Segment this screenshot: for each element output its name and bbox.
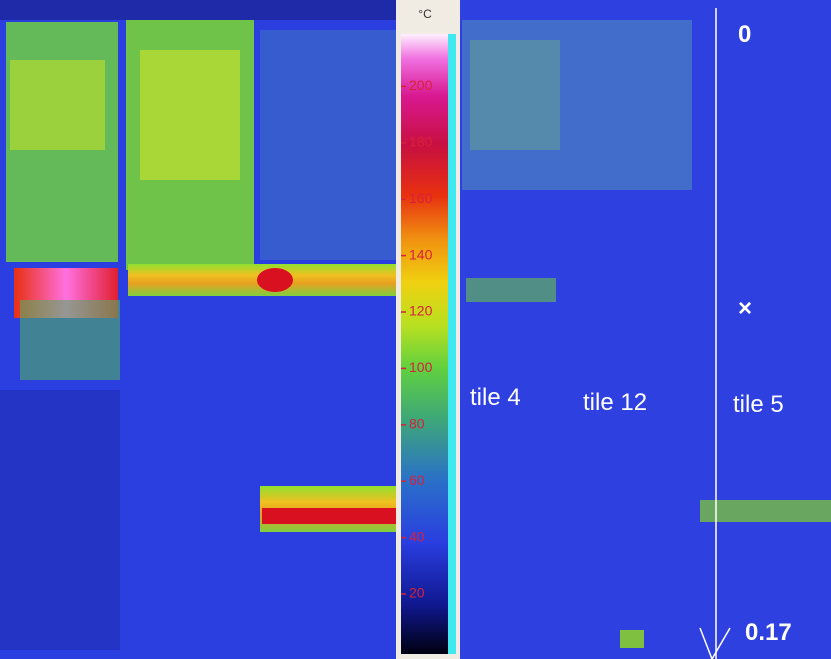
left-thermal-image xyxy=(0,0,396,659)
tick-label: 40 xyxy=(409,528,425,544)
colorbar: °C 20 40 60 80 100 120 140 160 180 200 xyxy=(396,0,460,659)
tile-label: tile 12 xyxy=(583,389,647,416)
tick-label: 200 xyxy=(409,77,433,93)
tick-label: 140 xyxy=(409,246,433,262)
marker: × xyxy=(738,295,752,322)
tick-label: 60 xyxy=(409,472,425,488)
line-end-label: 0.17 xyxy=(745,619,792,646)
thermal-figure: °C 20 40 60 80 100 120 140 160 180 200 tile 4 til… xyxy=(0,0,831,659)
tick-label: 20 xyxy=(409,585,425,601)
tile-label: tile 5 xyxy=(733,391,784,418)
right-thermal-image xyxy=(460,0,831,659)
tick-label: 180 xyxy=(409,134,433,150)
tick-label: 80 xyxy=(409,416,425,432)
tick-label: 100 xyxy=(409,359,433,375)
line-start-label: 0 xyxy=(738,21,751,48)
colorbar-unit: °C xyxy=(418,7,432,21)
tick-label: 160 xyxy=(409,190,433,206)
tick-label: 120 xyxy=(409,303,433,319)
tile-label: tile 4 xyxy=(470,384,521,411)
